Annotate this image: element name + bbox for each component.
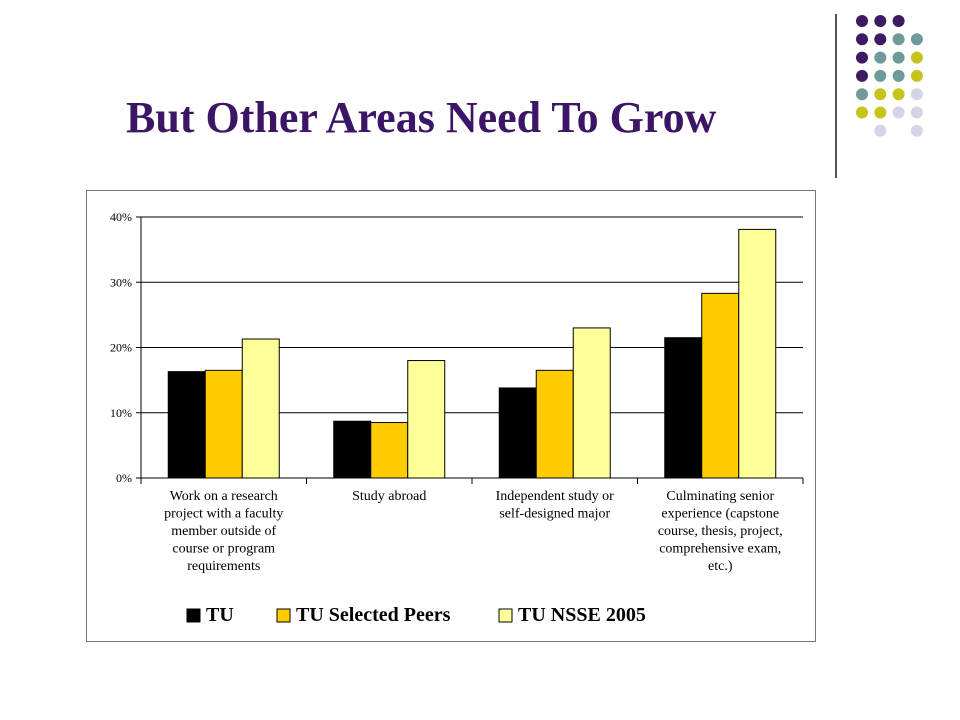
decorative-dot: [892, 15, 905, 27]
decorative-dot: [910, 106, 923, 119]
decorative-dot: [910, 88, 923, 101]
y-tick-label: 10%: [110, 406, 132, 420]
legend-swatch: [498, 608, 513, 623]
decorative-dot: [856, 69, 868, 82]
decorative-dot: [874, 106, 887, 119]
legend-label: TU Selected Peers: [296, 604, 451, 626]
decorative-dot: [856, 51, 868, 64]
bar-1-2: [407, 360, 446, 479]
y-tick-label: 0%: [116, 471, 132, 485]
bar-3-1: [701, 292, 740, 479]
slide-title: But Other Areas Need To Grow: [126, 93, 717, 142]
bar-0-2: [241, 338, 280, 479]
decorative-dot: [874, 15, 887, 27]
decorative-dot: [874, 33, 887, 46]
decorative-dot: [874, 124, 887, 137]
bar-3-0: [664, 337, 703, 479]
decorative-dot: [874, 51, 887, 64]
decorative-dot: [856, 15, 868, 27]
y-tick-label: 20%: [110, 341, 132, 355]
legend-label: TU NSSE 2005: [518, 604, 646, 626]
bar-2-0: [498, 387, 537, 479]
decorative-dot: [856, 88, 868, 101]
decorative-dot: [874, 69, 887, 82]
decorative-vertical-line: [835, 14, 837, 178]
decorative-dot: [856, 106, 868, 119]
bar-1-0: [333, 420, 372, 479]
bar-chart: 0% 10% 20% 30% 40% Work on a research project …: [110, 210, 804, 626]
bar-2-2: [572, 327, 611, 479]
bar-1-1: [370, 422, 409, 479]
x-category-label: Culminating senior experience (capstone co…: [658, 489, 783, 574]
bar-0-0: [167, 371, 206, 479]
x-category-label: Work on a research project with a faculty…: [164, 489, 283, 574]
legend-swatch: [186, 608, 201, 623]
x-category-label: Independent study or self-designed major: [496, 489, 615, 522]
decorative-dot: [892, 33, 905, 46]
decorative-dot: [892, 51, 905, 64]
decorative-dot: [874, 88, 887, 101]
decorative-dot: [910, 69, 923, 82]
bar-2-1: [535, 369, 574, 479]
decorative-dot: [910, 33, 923, 46]
x-category-label: Study abroad: [352, 489, 426, 504]
decorative-dot: [910, 51, 923, 64]
y-tick-label: 30%: [110, 275, 132, 289]
chart-frame: 0% 10% 20% 30% 40% Work on a research project …: [86, 190, 816, 642]
bar-3-2: [738, 228, 777, 479]
y-tick-label: 40%: [110, 210, 132, 224]
decorative-dot: [892, 69, 905, 82]
bar-0-1: [204, 369, 243, 479]
decorative-dot: [892, 88, 905, 101]
legend-swatch: [276, 608, 291, 623]
decorative-dot: [892, 106, 905, 119]
decorative-dot: [910, 124, 923, 137]
decorative-dot: [856, 33, 868, 46]
legend-label: TU: [206, 604, 234, 626]
dot-grid-svg: [856, 15, 923, 137]
